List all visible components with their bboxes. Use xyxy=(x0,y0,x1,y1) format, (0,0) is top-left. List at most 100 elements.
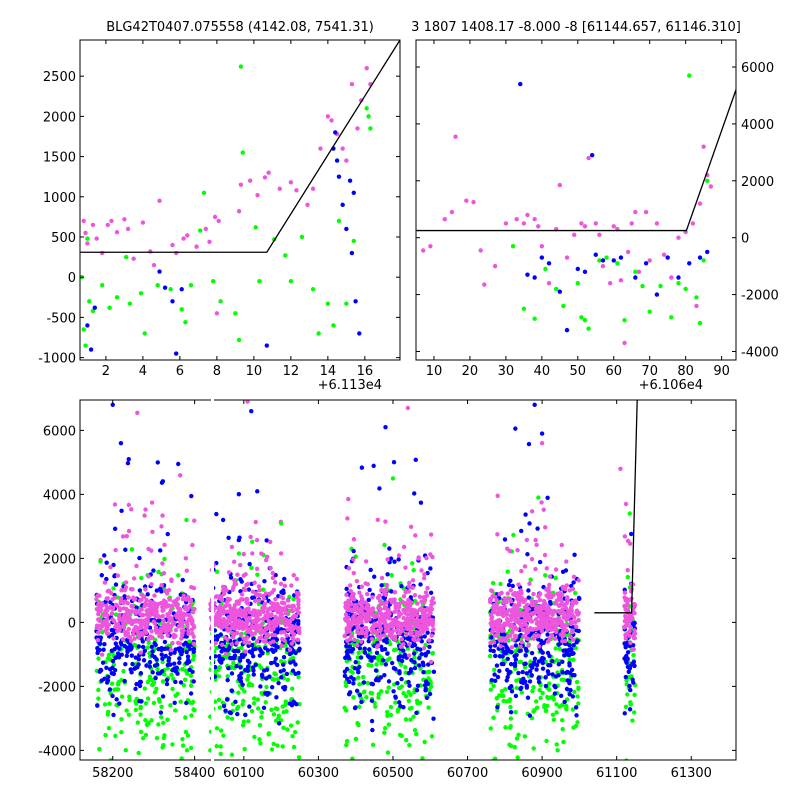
green-data-point xyxy=(344,738,350,744)
pink-data-point xyxy=(267,591,273,597)
y-tick-label: 1500 xyxy=(43,151,76,166)
blue-data-point xyxy=(622,711,627,716)
pink-data-point xyxy=(400,599,405,604)
green-data-point xyxy=(176,573,181,578)
green-data-point xyxy=(156,697,162,702)
green-data-point xyxy=(628,701,633,707)
green-data-point xyxy=(285,677,291,683)
blue-data-point xyxy=(539,658,544,663)
blue-data-point xyxy=(489,635,494,640)
blue-data-point xyxy=(415,646,420,651)
green-data-point xyxy=(296,674,301,680)
pink-data-point xyxy=(254,627,260,632)
pink-data-point xyxy=(524,537,530,543)
pink-data-point xyxy=(354,605,359,610)
blue-data-point xyxy=(423,688,428,693)
blue-data-point xyxy=(574,640,579,645)
green-data-point xyxy=(426,676,431,681)
blue-data-point xyxy=(184,700,189,706)
green-data-point xyxy=(310,287,316,292)
pink-data-point xyxy=(104,607,109,612)
green-data-point xyxy=(216,674,222,679)
pink-data-point xyxy=(255,192,260,198)
pink-data-point xyxy=(217,604,223,609)
blue-data-point xyxy=(502,537,508,542)
blue-data-point xyxy=(560,670,565,675)
pink-data-point xyxy=(108,564,113,570)
pink-data-point xyxy=(399,628,405,633)
pink-data-point xyxy=(221,616,226,622)
blue-data-point xyxy=(104,665,109,671)
green-data-point xyxy=(107,701,112,706)
green-data-point xyxy=(241,698,246,704)
blue-data-point xyxy=(247,561,252,567)
x-tick-label: 4 xyxy=(139,364,147,379)
blue-data-point xyxy=(627,707,633,712)
green-data-point xyxy=(81,327,86,332)
pink-data-point xyxy=(212,214,218,220)
pink-data-point xyxy=(250,551,255,556)
green-data-point xyxy=(551,717,557,723)
green-data-point xyxy=(632,692,637,698)
pink-data-point xyxy=(98,603,104,609)
green-data-point xyxy=(364,694,369,700)
pink-data-point xyxy=(294,607,300,612)
blue-data-point xyxy=(117,701,122,706)
pink-data-point xyxy=(105,222,110,228)
green-data-point xyxy=(414,698,420,704)
green-data-point xyxy=(133,707,139,713)
green-data-point xyxy=(532,316,537,321)
pink-data-point xyxy=(526,606,531,612)
blue-data-point xyxy=(500,654,505,659)
pink-data-point xyxy=(286,604,291,609)
pink-data-point xyxy=(607,281,613,286)
green-data-point xyxy=(554,742,559,747)
x-tick-label: 60900 xyxy=(521,766,562,781)
green-data-point xyxy=(553,575,558,581)
green-data-point xyxy=(530,688,535,694)
pink-data-point xyxy=(95,593,100,598)
blue-data-point xyxy=(134,681,139,687)
pink-data-point xyxy=(420,610,426,615)
blue-data-point xyxy=(575,266,580,272)
green-data-point xyxy=(414,731,419,737)
pink-data-point xyxy=(357,610,362,615)
pink-data-point xyxy=(142,513,147,518)
blue-data-point xyxy=(191,646,197,652)
pink-data-point xyxy=(622,340,627,346)
green-data-point xyxy=(491,758,496,760)
pink-data-point xyxy=(514,217,519,222)
blue-data-point xyxy=(395,680,400,686)
pink-data-point xyxy=(536,622,542,627)
green-data-point xyxy=(386,685,391,690)
green-data-point xyxy=(586,326,591,331)
pink-data-point xyxy=(213,640,218,646)
pink-data-point xyxy=(215,594,220,599)
green-data-point xyxy=(259,710,265,715)
blue-data-point xyxy=(123,661,128,667)
pink-data-point xyxy=(121,606,126,611)
green-data-point xyxy=(225,715,230,720)
blue-data-point xyxy=(293,662,298,667)
pink-data-point xyxy=(137,598,143,603)
pink-data-point xyxy=(545,627,550,633)
pink-data-point xyxy=(277,620,282,625)
blue-data-point xyxy=(133,665,139,670)
green-data-point xyxy=(258,741,263,746)
pink-data-point xyxy=(568,634,573,639)
green-data-point xyxy=(235,704,241,710)
pink-data-point xyxy=(529,557,535,562)
pink-data-point xyxy=(177,618,183,623)
blue-data-point xyxy=(577,596,582,602)
pink-data-point xyxy=(421,595,426,600)
pink-data-point xyxy=(636,269,642,275)
model-line xyxy=(80,40,400,253)
green-data-point xyxy=(418,666,423,671)
blue-data-point xyxy=(125,461,131,466)
pink-data-point xyxy=(129,603,134,609)
blue-data-point xyxy=(357,331,362,336)
green-data-point xyxy=(316,331,321,336)
blue-data-point xyxy=(165,662,171,668)
green-data-point xyxy=(292,729,298,735)
chart-title-top-right: 3 1807 1408.17 -8.000 -8 [61144.657, 611… xyxy=(411,20,741,35)
